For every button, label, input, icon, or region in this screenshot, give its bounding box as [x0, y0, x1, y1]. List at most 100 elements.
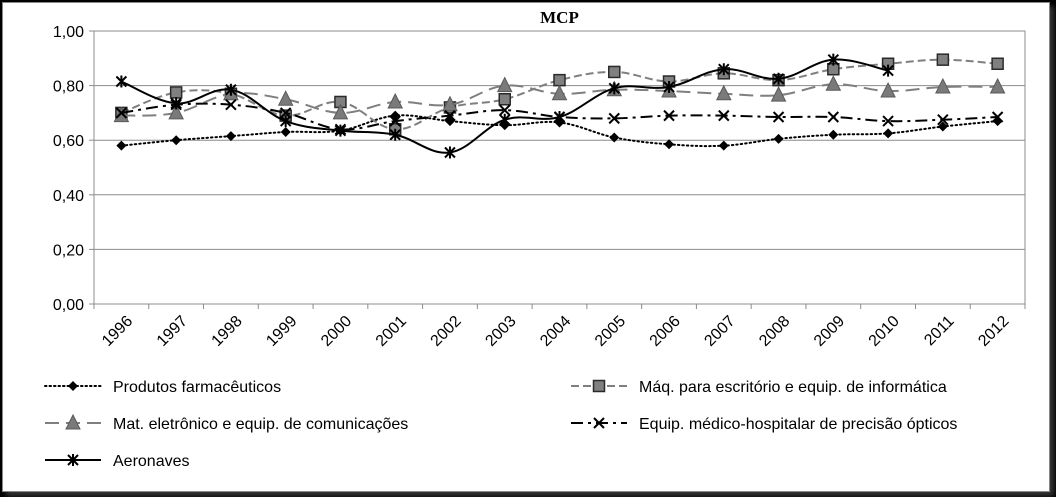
data-point: [279, 115, 292, 128]
y-tick-label: 0,80: [53, 79, 84, 96]
data-point: [718, 63, 730, 76]
y-tick-label: 1,00: [53, 24, 84, 41]
data-point: [770, 86, 787, 102]
data-point: [280, 127, 291, 138]
chart-canvas: MCP 0,00 0,20 0,40 0,60 0,80 1,00 1996 1997 199…: [44, 8, 1026, 470]
data-point: [718, 140, 729, 151]
data-point: [169, 86, 183, 99]
x-tick-label: 2002: [428, 313, 465, 350]
data-point: [113, 106, 130, 123]
legend-item: Mat. eletrônico e equip. de comunicações: [45, 413, 408, 433]
data-point: [387, 92, 404, 109]
data-point: [553, 73, 566, 87]
x-tick-label: 2008: [756, 313, 793, 350]
gridlines: [89, 30, 1025, 305]
data-point: [883, 128, 894, 139]
data-point: [444, 146, 456, 159]
data-point: [279, 107, 292, 119]
data-point: [225, 99, 237, 111]
data-point: [991, 57, 1004, 71]
legend-label: Aeronaves: [113, 453, 190, 470]
data-point: [991, 111, 1004, 123]
data-point: [496, 76, 513, 93]
legend-marker: [67, 454, 79, 466]
data-point: [116, 140, 127, 151]
x-tick-label: 1996: [99, 313, 136, 350]
legend-marker: [592, 379, 606, 393]
x-tick-label: 2000: [318, 313, 355, 350]
data-point: [937, 114, 949, 126]
data-point: [115, 75, 128, 88]
data-point: [663, 109, 675, 122]
data-point: [825, 75, 842, 91]
series-lines: [113, 53, 1006, 159]
x-tick-label: 2001: [373, 313, 410, 350]
data-point: [390, 110, 401, 121]
data-point: [389, 115, 401, 127]
data-point: [827, 111, 840, 123]
series-5: [115, 53, 894, 159]
data-point: [115, 107, 128, 119]
legend-label: Máq. para escritório e equip. de informá…: [639, 379, 947, 396]
legend-label: Produtos farmacêuticos: [113, 379, 281, 396]
data-point: [608, 82, 620, 95]
data-point: [772, 72, 785, 85]
data-point: [828, 129, 839, 140]
data-point: [442, 95, 458, 112]
data-point: [499, 113, 511, 126]
data-point: [171, 135, 182, 146]
x-tick-label: 2011: [921, 313, 957, 349]
legend-item: Equip. médico-hospitalar de precisão ópt…: [571, 416, 957, 433]
data-point: [608, 112, 620, 125]
data-point: [773, 133, 784, 144]
x-tick-label: 1998: [209, 313, 246, 350]
data-point: [277, 90, 294, 106]
data-point: [332, 103, 349, 120]
legend: Produtos farmacêuticos Máq. para escritór…: [44, 379, 957, 470]
x-tick-label: 2003: [482, 313, 519, 350]
data-point: [389, 128, 401, 141]
data-point: [498, 93, 511, 106]
legend-item: Máq. para escritório e equip. de informá…: [571, 379, 947, 396]
y-axis-ticks: 0,00 0,20 0,40 0,60 0,80 1,00: [53, 24, 84, 314]
x-tick-label: 1997: [154, 313, 191, 350]
x-tick-label: 2009: [811, 313, 848, 350]
data-point: [936, 53, 950, 66]
data-point: [827, 53, 840, 66]
data-point: [935, 77, 951, 94]
x-tick-label: 2004: [537, 313, 574, 350]
data-point: [772, 111, 785, 123]
data-point: [444, 109, 456, 122]
data-point: [882, 115, 894, 127]
data-point: [664, 139, 675, 150]
legend-label: Equip. médico-hospitalar de precisão ópt…: [639, 416, 957, 433]
x-tick-label: 2010: [866, 313, 903, 350]
y-tick-label: 0,60: [53, 133, 84, 150]
data-point: [225, 83, 237, 96]
y-tick-label: 0,20: [53, 242, 84, 259]
data-point: [553, 110, 566, 123]
legend-marker: [65, 413, 81, 430]
data-point: [882, 64, 894, 77]
data-point: [608, 65, 621, 79]
chart-title: MCP: [540, 8, 579, 27]
data-point: [444, 116, 455, 127]
legend-marker: [68, 381, 78, 391]
data-point: [170, 97, 182, 110]
data-point: [880, 81, 896, 98]
data-point: [168, 103, 184, 120]
data-point: [937, 121, 948, 132]
legend-item: Aeronaves: [45, 453, 190, 470]
data-point: [989, 77, 1006, 94]
data-point: [609, 132, 620, 143]
legend-item: Produtos farmacêuticos: [44, 379, 281, 396]
data-point: [715, 84, 732, 101]
data-point: [718, 109, 730, 122]
y-tick-label: 0,40: [53, 188, 84, 205]
data-point: [551, 84, 568, 101]
data-point: [225, 131, 236, 142]
x-axis-ticks: 1996 1997 1998 1999 2000 2001 2002 2003 2004 2005…: [93, 304, 1026, 350]
x-tick-label: 2007: [701, 313, 738, 350]
x-tick-label: 2012: [975, 313, 1012, 350]
y-tick-label: 0,00: [53, 297, 84, 314]
